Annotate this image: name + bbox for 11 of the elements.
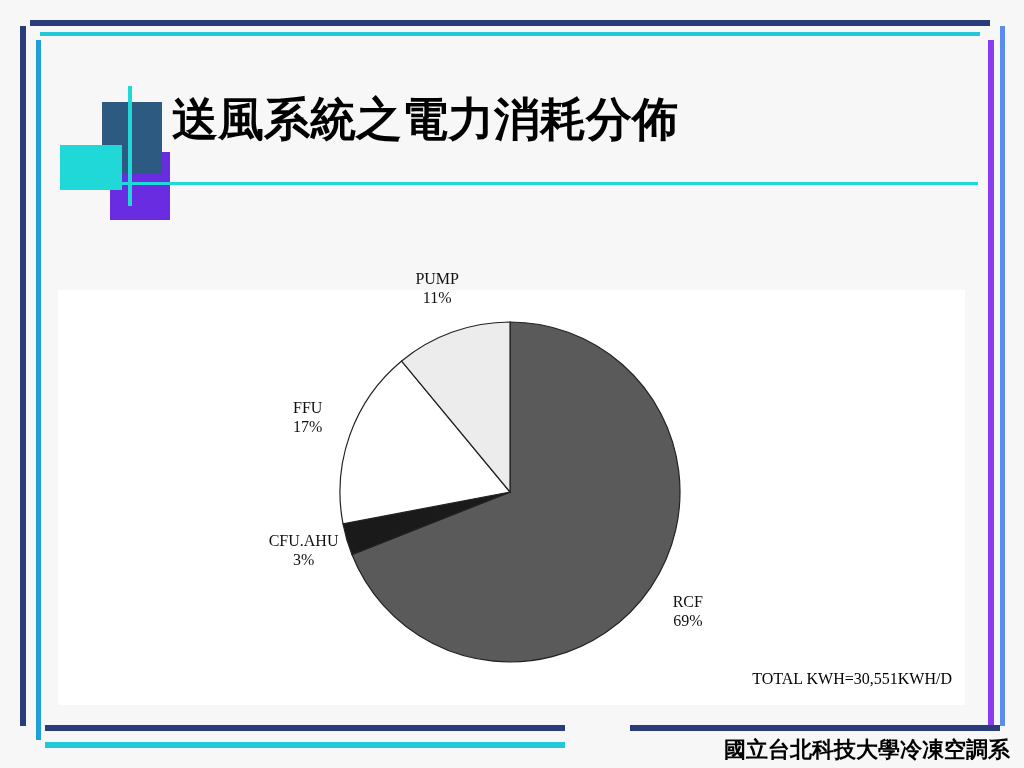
data-label: 3% <box>292 550 315 568</box>
text: TOTAL KWH=30,551KWH/D <box>752 670 952 687</box>
data-label: 11% <box>422 288 452 306</box>
slice-label: FFU <box>293 399 323 417</box>
slice-label: CFU.AHU <box>268 531 339 549</box>
slice-label: RCF <box>672 592 704 610</box>
data-label: 17% <box>293 418 323 436</box>
chart-title: 送風系統之電力消耗分佈 <box>172 92 678 146</box>
data-label: 69% <box>673 611 703 629</box>
text: 國立台北科技大學冷凍空調系 <box>724 736 1011 762</box>
slice-label: PUMP <box>415 269 460 287</box>
